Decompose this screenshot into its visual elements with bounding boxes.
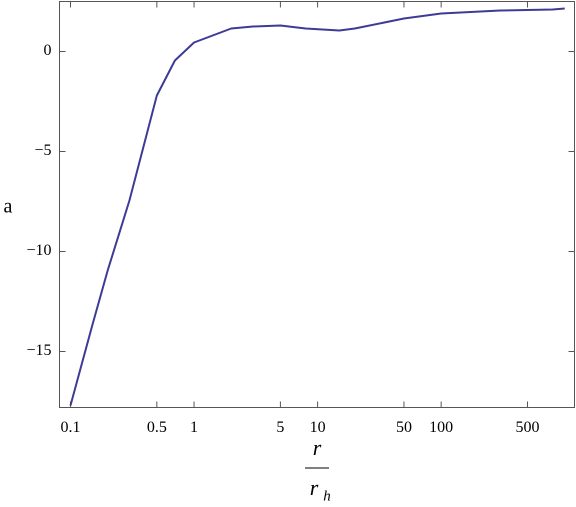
y-tick-label: 0: [44, 42, 52, 59]
x-label-denominator: r: [310, 475, 319, 500]
line-series: [69, 7, 565, 406]
x-tick-label: 50: [396, 419, 412, 436]
y-tick-label: −5: [34, 142, 51, 159]
x-tick-label: 5: [276, 419, 284, 436]
x-tick-label: 1: [190, 419, 198, 436]
x-tick-label: 0.5: [147, 419, 167, 436]
x-tick-label: 500: [516, 419, 540, 436]
x-tick-label: 10: [310, 419, 326, 436]
x-tick-label: 0.1: [60, 419, 80, 436]
x-label-numerator: r: [313, 435, 322, 460]
frame: [59, 1, 575, 408]
y-tick-label: −10: [26, 242, 51, 259]
x-tick-label: 100: [429, 419, 453, 436]
x-label-subscript: h: [323, 488, 331, 504]
y-axis-label: a: [4, 196, 13, 218]
y-tick-label: −15: [26, 342, 51, 359]
